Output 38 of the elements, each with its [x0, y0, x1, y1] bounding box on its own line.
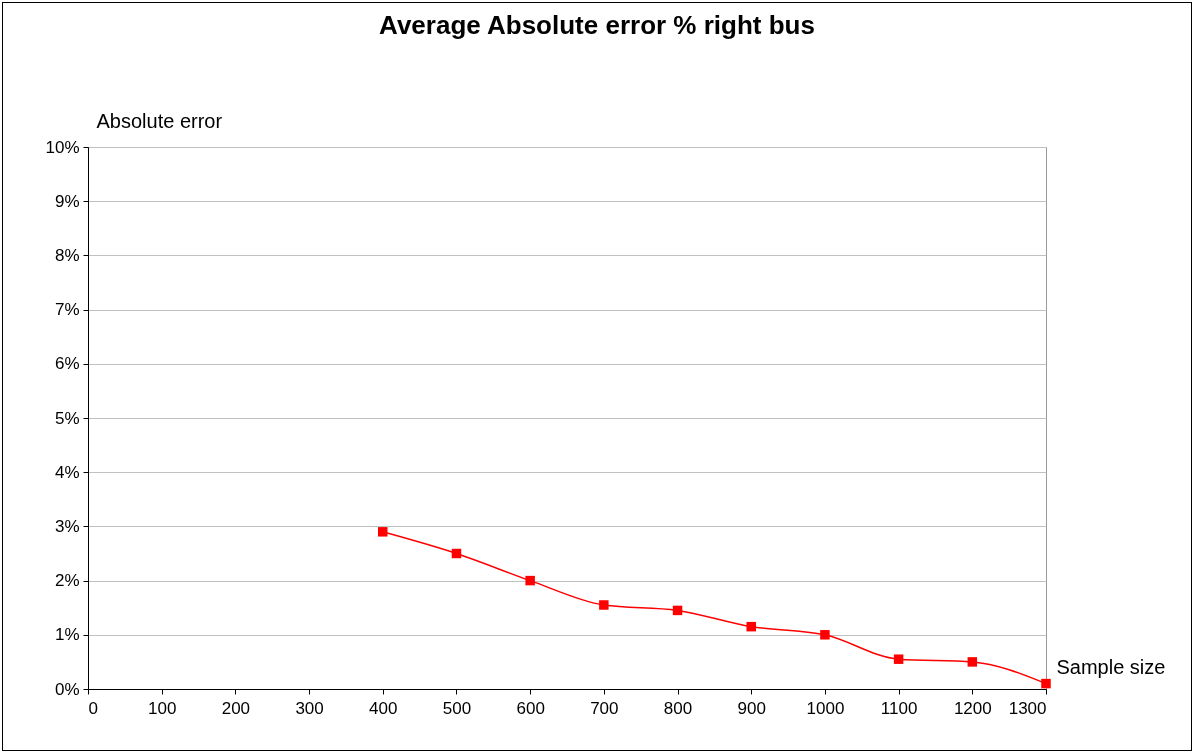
x-tick-label: 1200	[953, 698, 992, 718]
x-tick-label: 700	[590, 698, 619, 718]
chart-title: Average Absolute error % right bus	[379, 10, 815, 40]
x-tick-label: 0	[88, 698, 98, 718]
x-tick-label: 200	[221, 698, 251, 718]
x-tick-label: 1100	[880, 698, 918, 718]
y-tick-label: 1%	[54, 625, 80, 645]
x-tick-label: 1300	[1008, 698, 1047, 718]
y-tick-label: 6%	[54, 354, 80, 374]
point	[1041, 678, 1051, 689]
x-tick-label: 100	[148, 698, 177, 718]
x-tick-label: 900	[737, 698, 766, 718]
point	[451, 548, 462, 559]
x-axis-title: Sample size	[1056, 655, 1166, 678]
point	[599, 600, 609, 610]
y-tick-label: 3%	[54, 516, 80, 536]
x-tick-label: 800	[663, 698, 693, 718]
y-tick-label: 4%	[54, 462, 80, 482]
x-tick-label: 300	[295, 698, 324, 718]
y-tick-label: 10%	[45, 137, 80, 157]
point	[672, 605, 683, 616]
point	[746, 621, 756, 632]
point	[525, 575, 535, 586]
point	[893, 654, 904, 664]
x-tick-label: 600	[516, 698, 545, 718]
y-tick-label: 7%	[54, 300, 80, 320]
y-tick-label: 9%	[54, 191, 80, 211]
point	[820, 630, 830, 640]
y-tick-label: 8%	[54, 245, 80, 265]
x-tick-label: 1000	[806, 698, 845, 718]
y-tick-label: 0%	[54, 679, 80, 699]
point	[967, 657, 978, 667]
y-tick-label: 5%	[54, 408, 80, 428]
x-tick-label: 400	[369, 698, 398, 718]
point	[378, 527, 388, 537]
x-tick-label: 500	[442, 698, 472, 718]
y-axis-title: Absolute error	[96, 109, 223, 132]
y-tick-label: 2%	[54, 571, 80, 591]
